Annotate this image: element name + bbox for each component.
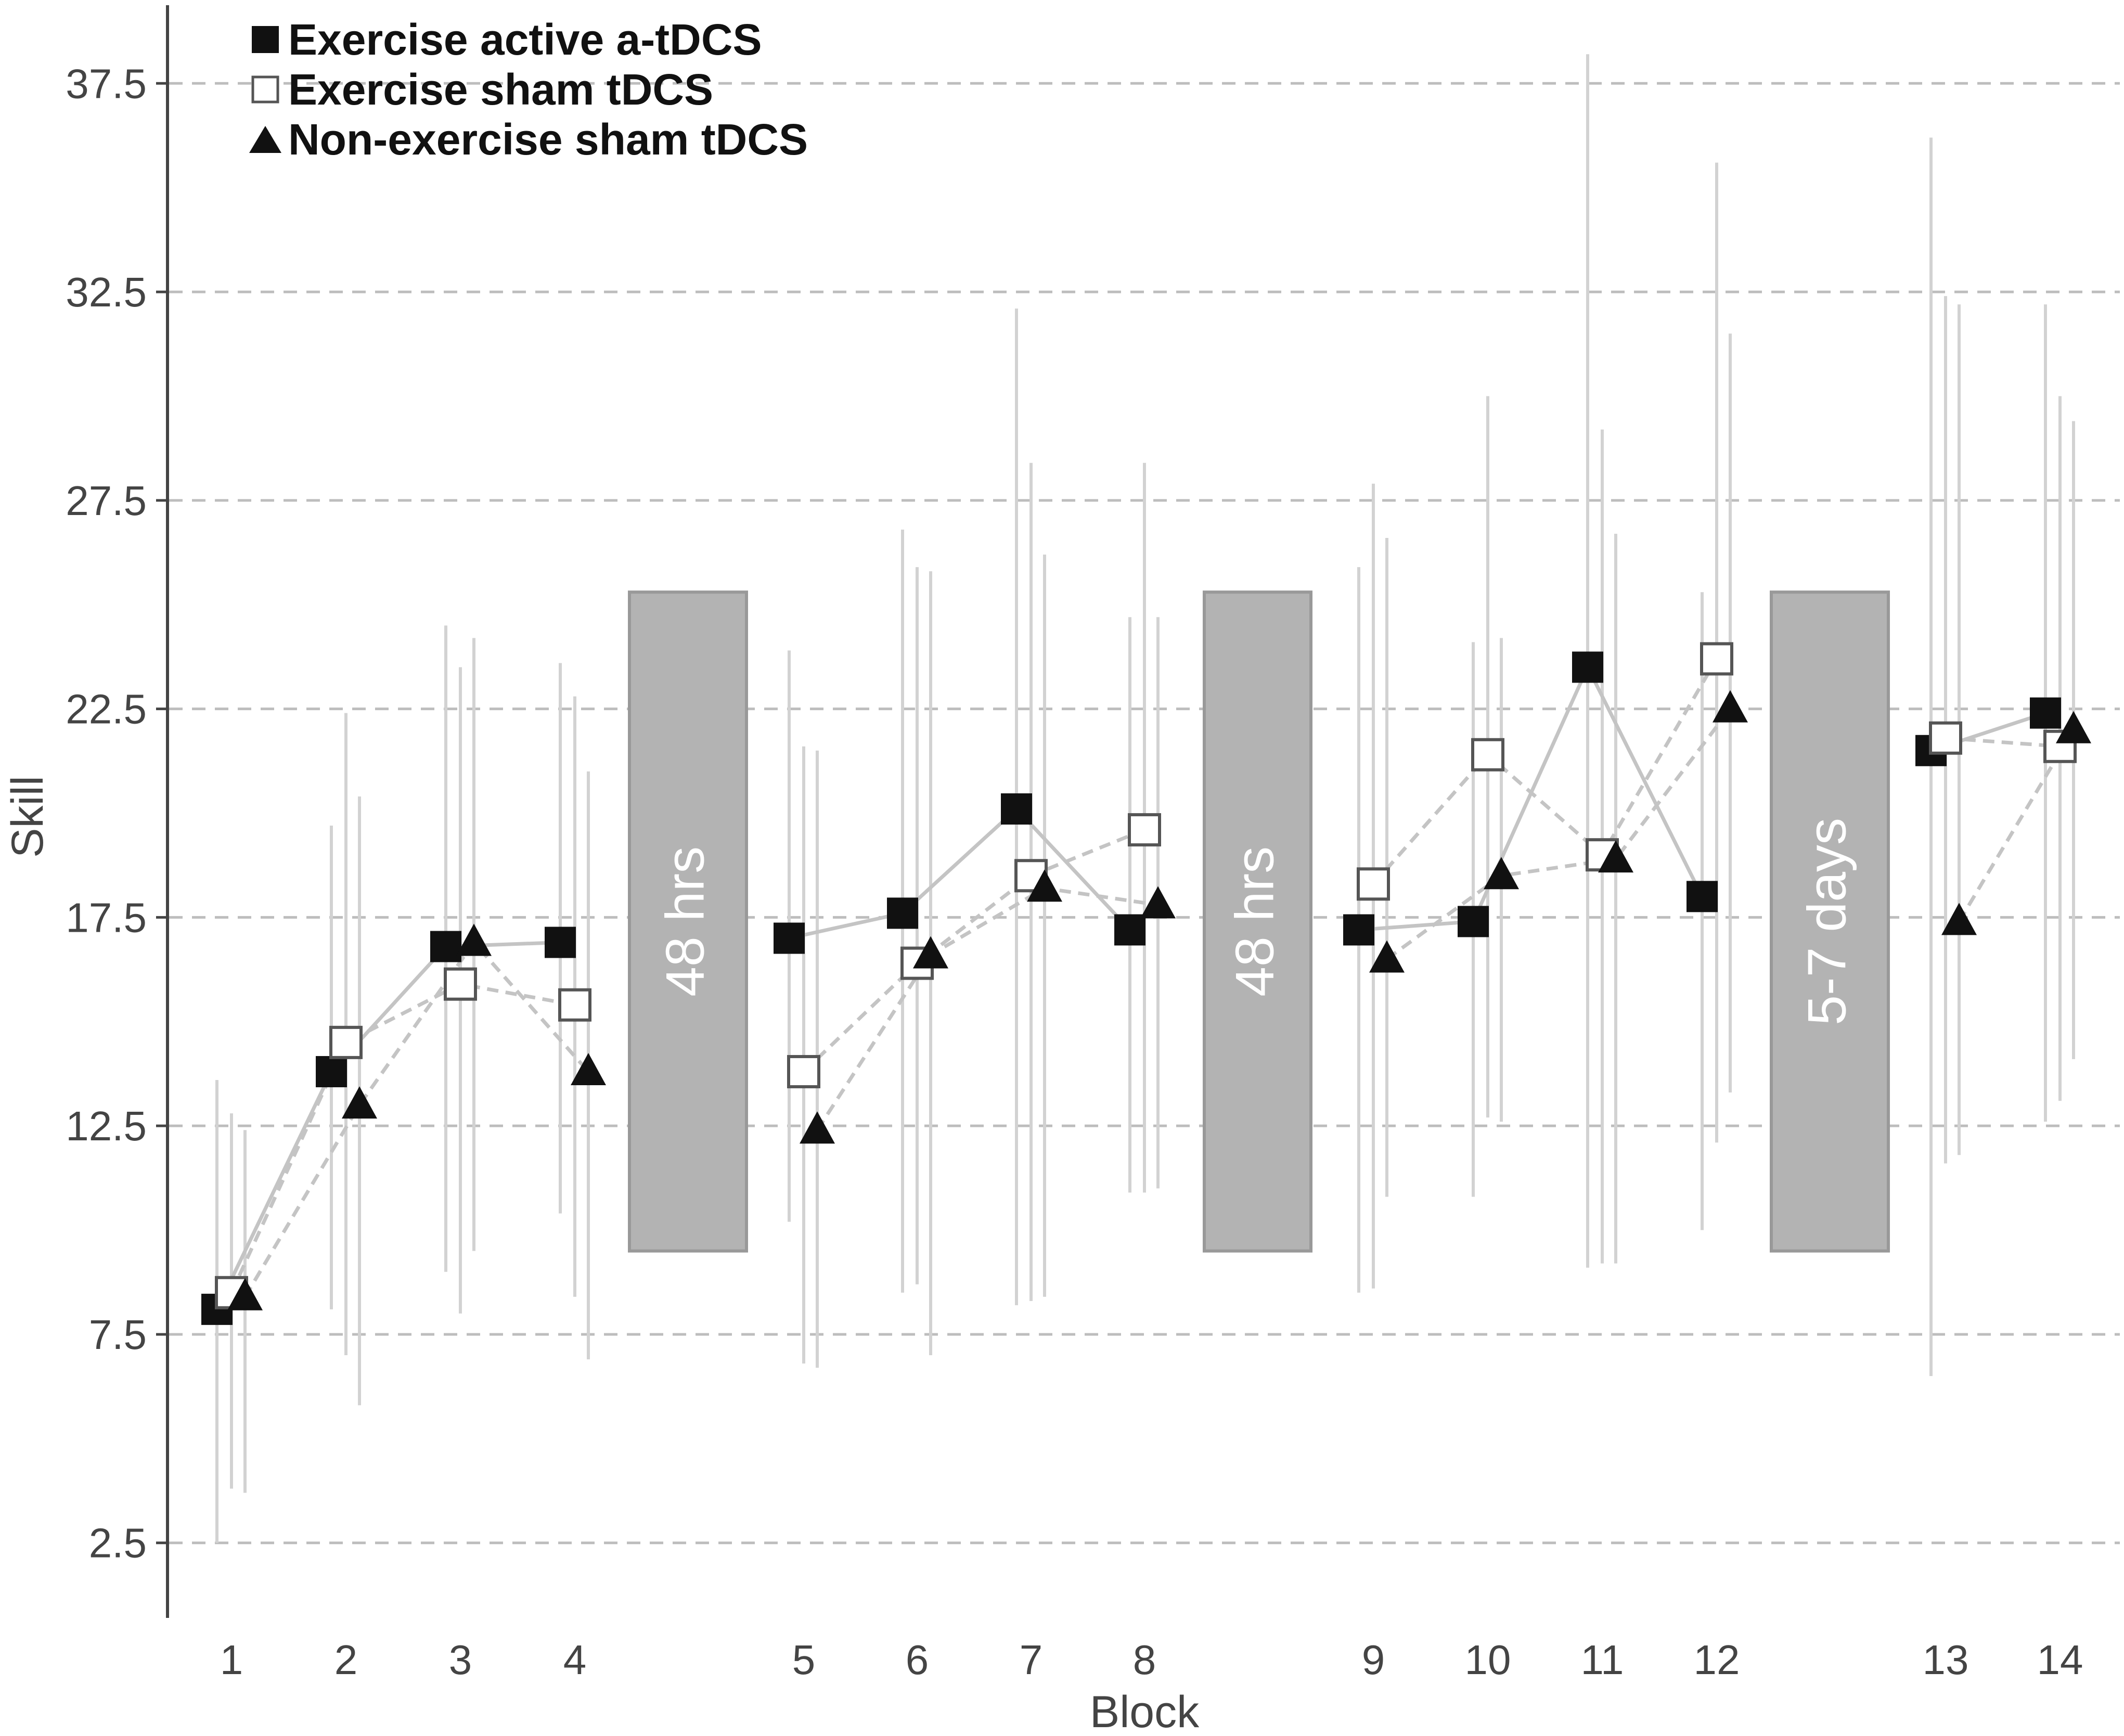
filled-triangle-icon [244, 119, 286, 160]
data-point [800, 1111, 835, 1144]
series-line [243, 939, 590, 1298]
x-tick-label: 1 [220, 1637, 243, 1683]
series-line [816, 886, 1158, 1131]
filled-square-icon [244, 19, 286, 60]
data-point [1369, 940, 1405, 973]
data-point [1114, 914, 1145, 946]
break-box [1203, 590, 1312, 1253]
legend-label: Exercise active a-tDCS [288, 15, 762, 64]
data-point [227, 1278, 263, 1310]
break-label: 5-7 days [1797, 818, 1858, 1025]
y-axis-label: Skill [3, 776, 53, 858]
series-line [1385, 708, 1732, 961]
y-tick-label: 22.5 [66, 686, 147, 732]
data-point [558, 988, 591, 1022]
break-label: 48 hrs [655, 846, 716, 997]
legend-item: Exercise active a-tDCS [244, 15, 808, 65]
data-point [545, 927, 576, 958]
y-tick-label: 17.5 [66, 894, 147, 941]
y-tick-label: 27.5 [66, 478, 147, 524]
x-tick-label: 11 [1580, 1637, 1624, 1683]
y-tick-label: 12.5 [66, 1103, 147, 1149]
data-point [1713, 690, 1748, 723]
x-axis-label: Block [1090, 1687, 1200, 1736]
series-line [215, 940, 561, 1310]
x-tick-labels: 1 2 3 4 5 6 7 8 9 10 11 12 13 14 [220, 1637, 2083, 1683]
x-tick-label: 4 [563, 1637, 587, 1683]
x-tick-label: 8 [1133, 1637, 1156, 1683]
x-tick-label: 2 [334, 1637, 358, 1683]
data-point [1471, 738, 1504, 771]
data-point [1598, 840, 1633, 873]
data-point [1128, 813, 1161, 847]
break-box [628, 590, 748, 1253]
series-line [1358, 663, 1704, 932]
x-tick-label: 12 [1694, 1637, 1740, 1683]
data-point [316, 1056, 347, 1087]
y-tick-labels: 2.5 7.5 12.5 17.5 22.5 27.5 32.5 37.5 [66, 60, 168, 1566]
data-point [1941, 903, 1977, 935]
open-square-icon [244, 69, 286, 110]
data-point [342, 1086, 377, 1119]
data-point [2030, 697, 2061, 729]
data-point [329, 1025, 363, 1059]
series-line [802, 828, 1145, 1073]
data-point [1687, 881, 1718, 912]
data-point [1357, 867, 1390, 901]
series-line [789, 806, 1131, 940]
x-tick-label: 14 [2037, 1637, 2083, 1683]
data-point [774, 922, 805, 954]
y-tick-label: 32.5 [66, 269, 147, 315]
series-line [229, 982, 575, 1294]
legend-item: Exercise sham tDCS [244, 65, 808, 114]
data-point [571, 1052, 606, 1085]
y-tick-label: 2.5 [89, 1520, 147, 1566]
x-tick-label: 13 [1923, 1637, 1969, 1683]
x-tick-label: 9 [1362, 1637, 1385, 1683]
legend-label: Exercise sham tDCS [288, 65, 714, 114]
data-point [1929, 721, 1962, 755]
series-markers [201, 642, 2091, 1325]
data-point [1140, 886, 1176, 919]
data-point [1700, 642, 1733, 676]
x-tick-label: 6 [906, 1637, 929, 1683]
data-point [1343, 914, 1374, 946]
data-point [913, 936, 948, 969]
x-tick-label: 10 [1465, 1637, 1511, 1683]
data-point [444, 967, 477, 1001]
data-point [887, 897, 918, 929]
data-point [1572, 651, 1603, 683]
data-point [1484, 857, 1519, 890]
break-boxes: 48 hrs 48 hrs 5-7 days [628, 590, 1890, 1253]
legend: Exercise active a-tDCS Exercise sham tDC… [244, 15, 808, 164]
x-tick-label: 5 [792, 1637, 816, 1683]
series-line [1945, 736, 2061, 749]
data-point [2056, 711, 2091, 743]
break-box [1770, 590, 1890, 1253]
legend-item: Non-exercise sham tDCS [244, 114, 808, 164]
x-tick-label: 3 [449, 1637, 472, 1683]
legend-label: Non-exercise sham tDCS [288, 114, 808, 164]
x-tick-label: 7 [1020, 1637, 1043, 1683]
series-lines [215, 658, 2076, 1310]
data-point [787, 1055, 820, 1088]
series-line [1372, 658, 1719, 885]
data-point [430, 931, 461, 962]
data-point [1027, 869, 1062, 902]
data-point [1001, 793, 1032, 825]
y-tick-label: 7.5 [89, 1311, 147, 1358]
data-point [1458, 906, 1489, 937]
break-label: 48 hrs [1225, 846, 1285, 997]
data-point [456, 923, 492, 956]
y-tick-label: 37.5 [66, 60, 147, 107]
